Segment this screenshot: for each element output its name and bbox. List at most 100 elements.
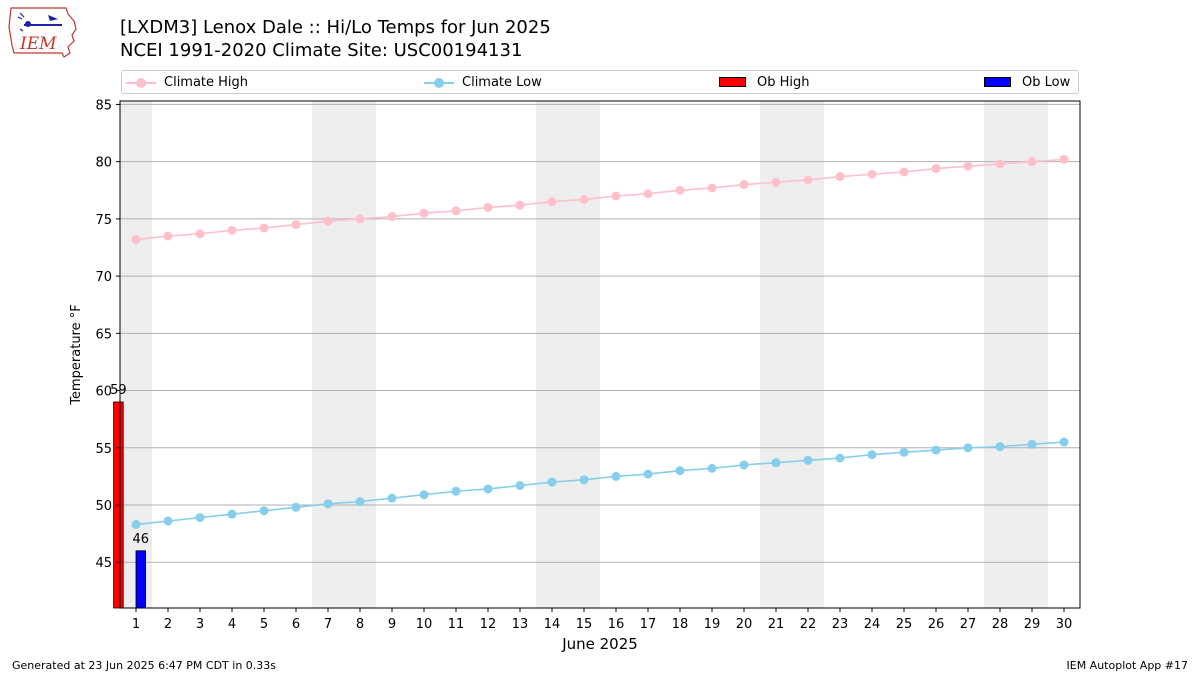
climate-high-point: [355, 214, 365, 224]
x-tick-label: 24: [864, 617, 881, 632]
climate-high-point: [1059, 154, 1069, 164]
x-tick-label: 20: [736, 617, 753, 632]
x-tick-label: 12: [480, 617, 497, 632]
x-tick-label: 27: [960, 617, 977, 632]
logo-text: IEM: [19, 34, 57, 54]
sensor-dot-icon: [25, 21, 31, 27]
ob-low-swatch-icon: [984, 77, 1011, 87]
climate-high-point: [963, 161, 973, 171]
y-axis-label: Temperature °F: [69, 304, 84, 405]
x-tick-label: 5: [260, 617, 268, 632]
climate-high-point: [1027, 157, 1037, 167]
climate-high-point: [995, 159, 1005, 169]
climate-high-point: [547, 197, 557, 207]
climate-low-point: [419, 490, 429, 500]
climate-high-point: [611, 191, 621, 201]
climate-low-point: [675, 466, 685, 476]
climate-low-point: [963, 443, 973, 453]
x-tick-label: 22: [800, 617, 817, 632]
generated-footer: Generated at 23 Jun 2025 6:47 PM CDT in …: [12, 659, 277, 672]
iem-logo: IEM: [8, 5, 80, 59]
y-tick-label: 80: [95, 156, 112, 171]
weekend-shade: [344, 101, 376, 608]
legend: Climate High Climate Low Ob High Ob Low: [121, 70, 1079, 94]
climate-low-point: [323, 499, 333, 509]
x-tick-label: 6: [292, 617, 300, 632]
weekend-shade: [1016, 101, 1048, 608]
climate-high-line: [135, 158, 1065, 241]
climate-high-point: [259, 223, 269, 233]
climate-high-point: [451, 206, 461, 216]
climate-high-point: [739, 180, 749, 190]
x-tick-label: 8: [356, 617, 364, 632]
weekend-shade: [792, 101, 824, 608]
ob-high-swatch-icon: [719, 77, 746, 87]
climate-low-line: [135, 441, 1065, 526]
climate-low-point: [451, 486, 461, 496]
y-tick-label: 60: [95, 385, 112, 400]
weekend-shade: [760, 101, 792, 608]
x-tick-label: 19: [704, 617, 721, 632]
wind-vane-icon: [48, 15, 58, 21]
x-tick-label: 13: [512, 617, 529, 632]
y-tick-label: 55: [95, 442, 112, 457]
weekend-shade: [568, 101, 600, 608]
ob-low-bar-label: 46: [133, 532, 150, 547]
climate-high-point: [131, 234, 141, 244]
x-axis-label: June 2025: [561, 635, 638, 653]
weekend-shade: [984, 101, 1016, 608]
climate-low-point: [227, 509, 237, 519]
climate-low-point: [739, 460, 749, 470]
climate-high-point: [515, 200, 525, 210]
legend-climate-high-label: Climate High: [164, 75, 249, 90]
climate-low-marker-icon: [434, 78, 444, 88]
x-tick-label: 4: [228, 617, 236, 632]
x-tick-label: 29: [1024, 617, 1041, 632]
x-tick-label: 11: [448, 617, 465, 632]
legend-ob-low-label: Ob Low: [1022, 75, 1071, 90]
x-tick-label: 9: [388, 617, 396, 632]
climate-high-point: [707, 183, 717, 193]
climate-low-point: [515, 481, 525, 491]
climate-high-point: [899, 167, 909, 177]
climate-high-point: [291, 220, 301, 230]
climate-high-point: [227, 225, 237, 235]
climate-low-point: [867, 450, 877, 460]
app-footer: IEM Autoplot App #17: [1066, 659, 1189, 672]
iowa-outline-icon: [8, 7, 77, 58]
climate-low-point: [355, 497, 365, 507]
x-tick-label: 21: [768, 617, 785, 632]
climate-low-point: [483, 484, 493, 494]
weekend-shade: [312, 101, 344, 608]
climate-high-point: [931, 164, 941, 174]
x-tick-label: 17: [640, 617, 657, 632]
climate-low-point: [547, 477, 557, 487]
iem-logo-graphic: IEM: [8, 7, 77, 58]
climate-high-point: [483, 202, 493, 212]
climate-high-point: [867, 169, 877, 179]
x-tick-label: 10: [416, 617, 433, 632]
y-tick-label: 65: [95, 327, 112, 342]
x-tick-label: 26: [928, 617, 945, 632]
chart-subtitle: NCEI 1991-2020 Climate Site: USC00194131: [120, 40, 523, 61]
y-tick-label: 70: [95, 270, 112, 285]
climate-low-point: [899, 447, 909, 457]
x-tick-label: 30: [1056, 617, 1073, 632]
legend-ob-high-label: Ob High: [757, 75, 810, 90]
weekend-shade: [536, 101, 568, 608]
climate-low-point: [771, 458, 781, 468]
climate-low-point: [259, 506, 269, 516]
y-tick-label: 75: [95, 213, 112, 228]
x-tick-label: 1: [132, 617, 140, 632]
climate-low-point: [707, 463, 717, 473]
plot-frame: [119, 100, 1081, 609]
climate-high-point: [163, 231, 173, 241]
climate-low-point: [195, 513, 205, 523]
climate-high-point: [419, 208, 429, 218]
climate-low-point: [643, 469, 653, 479]
legend-climate-low-label: Climate Low: [462, 75, 542, 90]
climate-low-point: [291, 502, 301, 512]
climate-low-point: [579, 475, 589, 485]
climate-high-marker-icon: [136, 78, 146, 88]
